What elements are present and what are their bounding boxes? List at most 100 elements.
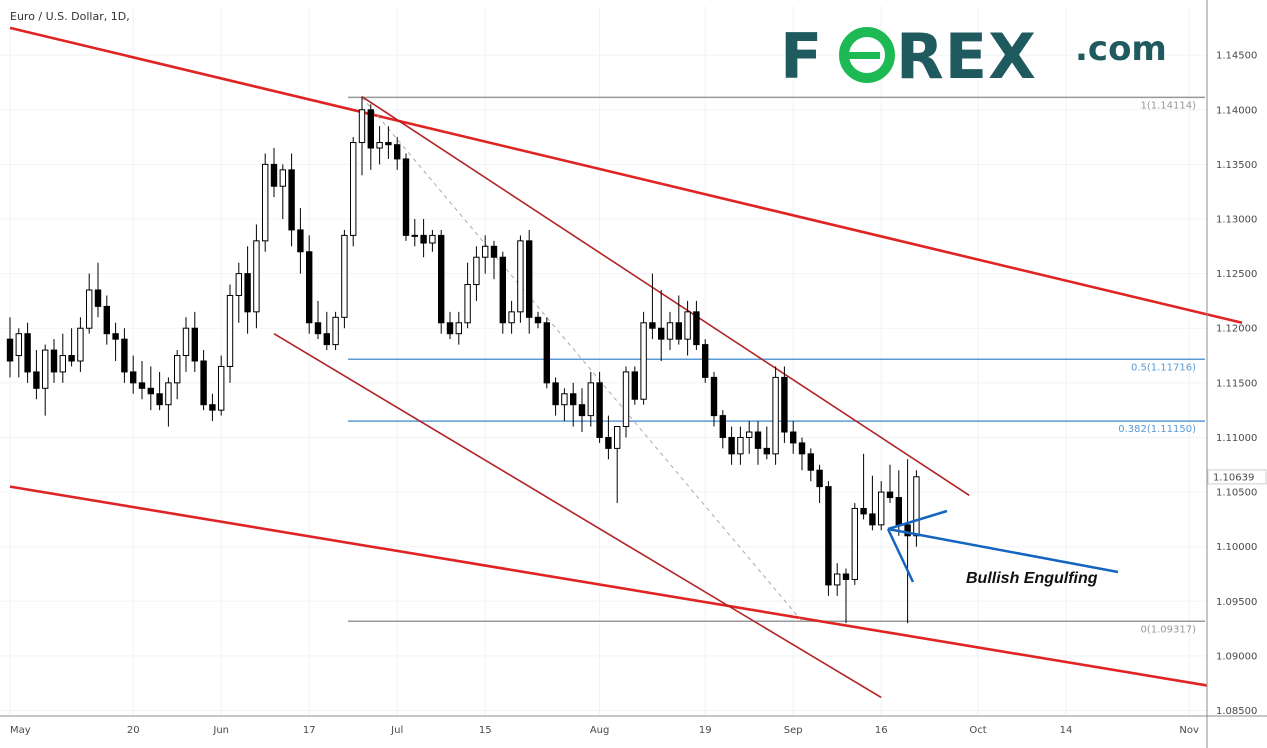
candle-bearish <box>754 431 762 449</box>
candle-bullish <box>737 436 744 455</box>
candle-bullish <box>235 273 243 296</box>
candle-bullish <box>77 327 84 362</box>
candle-bearish <box>385 142 392 146</box>
candle-bearish <box>895 497 902 526</box>
candle-bearish <box>200 360 207 406</box>
y-tick-label: 1.10000 <box>1216 542 1257 553</box>
y-tick-label: 1.09500 <box>1216 597 1257 608</box>
x-tick-label: 15 <box>479 725 492 736</box>
candle-bullish <box>834 573 841 586</box>
chart-title: Euro / U.S. Dollar, 1D, <box>10 10 130 23</box>
candle-bearish <box>904 524 911 537</box>
candle-bearish <box>886 491 894 499</box>
candle-bearish <box>191 327 199 362</box>
y-tick-label: 1.11000 <box>1216 433 1257 444</box>
candle-bearish <box>790 431 797 444</box>
candle-bearish <box>112 333 119 340</box>
candle-bearish <box>570 393 577 406</box>
candle-bullish <box>262 163 269 242</box>
y-tick-label: 1.10500 <box>1216 488 1257 499</box>
candle-bullish <box>332 316 339 346</box>
y-tick-label: 1.11500 <box>1216 378 1257 389</box>
annotation-arrow-shaft <box>887 527 1119 574</box>
candle-bearish <box>6 338 14 362</box>
candle-bullish <box>59 355 66 373</box>
candle-bearish <box>323 333 331 346</box>
candle-bullish <box>561 393 568 406</box>
candle-bearish <box>270 163 278 187</box>
trendline-fib-diagonal <box>361 96 803 622</box>
candle-bearish <box>675 322 682 340</box>
candle-bearish <box>658 327 665 340</box>
fib-level-label: 1(1.14114) <box>1140 100 1196 111</box>
trendline-outer-upper <box>9 26 1243 325</box>
x-tick-label: Sep <box>784 725 803 736</box>
candle-bearish <box>244 273 251 313</box>
candle-bearish <box>103 305 110 335</box>
candle-bullish <box>640 322 647 400</box>
candle-bearish <box>807 453 814 471</box>
candle-bullish <box>587 382 594 417</box>
candle-bullish <box>473 256 480 286</box>
forex-logo: F REX .com <box>780 20 1167 93</box>
logo-o-bar <box>846 52 880 59</box>
current-price-box <box>1207 469 1267 485</box>
logo-letter-f: F <box>780 20 823 93</box>
x-tick-label: 16 <box>875 725 888 736</box>
annotation-overlay: Bullish Engulfing <box>886 509 1119 587</box>
candle-bearish <box>490 245 498 258</box>
candle-bullish <box>411 234 419 237</box>
candle-bearish <box>420 234 427 244</box>
y-tick-label: 1.13500 <box>1216 160 1257 171</box>
x-tick-label: 14 <box>1060 725 1073 736</box>
candle-bullish <box>226 294 234 367</box>
x-tick-label: May <box>10 725 31 736</box>
candle-bearish <box>543 322 550 384</box>
candle-bearish <box>306 251 313 324</box>
candle-bullish <box>913 476 920 537</box>
candle-bearish <box>499 256 507 324</box>
x-tick-label: 20 <box>127 725 140 736</box>
fib-level-label: 0.5(1.11716) <box>1131 362 1196 373</box>
candle-bearish <box>710 376 718 417</box>
trendline-outer-lower <box>9 485 1208 687</box>
y-tick-label: 1.08500 <box>1216 706 1257 717</box>
y-tick-label: 1.12000 <box>1216 324 1257 335</box>
y-tick-label: 1.14000 <box>1216 105 1257 116</box>
candle-bearish <box>860 507 867 515</box>
trendline-inner-upper <box>361 95 970 497</box>
candle-bearish <box>578 404 586 417</box>
candle-bearish <box>402 158 410 236</box>
annotation-arrow-head-lower <box>886 528 915 583</box>
candle-bullish <box>684 311 691 340</box>
candle-bearish <box>24 333 31 373</box>
candle-bearish <box>94 289 102 307</box>
candle-bullish <box>86 289 93 329</box>
trendline-inner-lower <box>273 333 882 699</box>
candle-bearish <box>446 322 454 335</box>
fib-level-label: 0(1.09317) <box>1140 624 1196 635</box>
candle-bearish <box>314 322 322 335</box>
x-tick-label: Jul <box>390 725 403 736</box>
candle-bearish <box>394 144 401 160</box>
current-price-label: 1.10639 <box>1213 472 1254 483</box>
candle-bearish <box>68 355 75 362</box>
candle-bullish <box>429 234 436 244</box>
candle-bearish <box>138 382 146 389</box>
fib-level-label: 0.382(1.11150) <box>1118 424 1196 435</box>
candle-bullish <box>350 142 357 236</box>
annotation-arrow-head-upper <box>887 509 948 531</box>
candle-bullish <box>622 371 630 428</box>
candle-bearish <box>438 234 445 324</box>
x-tick-label: Aug <box>590 725 610 736</box>
logo-suffix: .com <box>1075 29 1167 69</box>
candle-bullish <box>666 322 674 340</box>
candle-bullish <box>15 333 23 357</box>
candle-bearish <box>50 349 58 373</box>
candle-bullish <box>464 284 471 324</box>
candle-bullish <box>182 327 190 357</box>
candle-bearish <box>702 344 709 378</box>
candle-bullish <box>851 507 858 580</box>
